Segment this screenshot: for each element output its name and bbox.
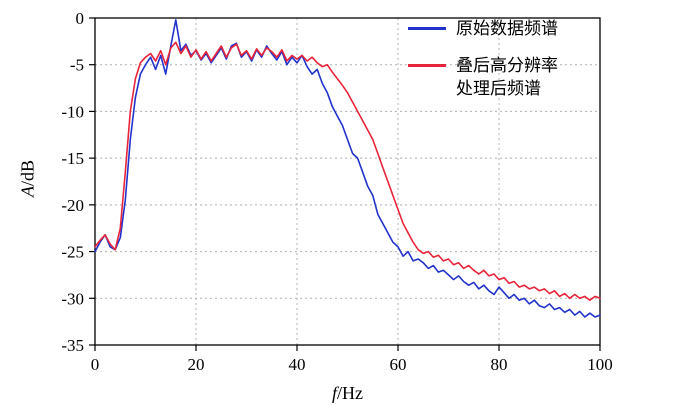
svg-text:-5: -5 — [70, 56, 84, 75]
svg-text:20: 20 — [188, 355, 205, 374]
svg-text:100: 100 — [587, 355, 613, 374]
svg-text:-25: -25 — [61, 243, 84, 262]
svg-text:80: 80 — [491, 355, 508, 374]
svg-text:60: 60 — [390, 355, 407, 374]
legend-line-sample-blue — [408, 27, 446, 30]
svg-text:-15: -15 — [61, 149, 84, 168]
legend-line-sample-red — [408, 63, 446, 67]
legend-label-line-2: 处理后频谱 — [456, 78, 541, 98]
svg-text:-30: -30 — [61, 289, 84, 308]
y-axis-variable: A — [17, 186, 38, 198]
x-axis-variable: f — [331, 383, 337, 403]
legend-item-original-spectrum: 原始数据频谱 — [408, 18, 558, 41]
svg-text:0: 0 — [76, 9, 85, 28]
legend-label-original-spectrum: 原始数据频谱 — [456, 19, 558, 38]
svg-text:-10: -10 — [61, 102, 84, 121]
y-axis-unit: /dB — [17, 160, 38, 187]
svg-text:40: 40 — [289, 355, 306, 374]
legend-label-processed-spectrum: 叠后高分辨率 处理后频谱 — [456, 55, 558, 101]
svg-text:-35: -35 — [61, 336, 84, 355]
x-axis-label: f/Hz — [95, 383, 600, 404]
svg-text:0: 0 — [91, 355, 100, 374]
x-axis-unit: /Hz — [337, 383, 363, 403]
legend-label-line-1: 叠后高分辨率 — [456, 55, 558, 75]
legend: 原始数据频谱 叠后高分辨率 处理后频谱 — [408, 18, 558, 115]
legend-item-processed-spectrum: 叠后高分辨率 处理后频谱 — [408, 55, 558, 101]
y-axis-label: A/dB — [18, 119, 39, 239]
svg-text:-20: -20 — [61, 196, 84, 215]
